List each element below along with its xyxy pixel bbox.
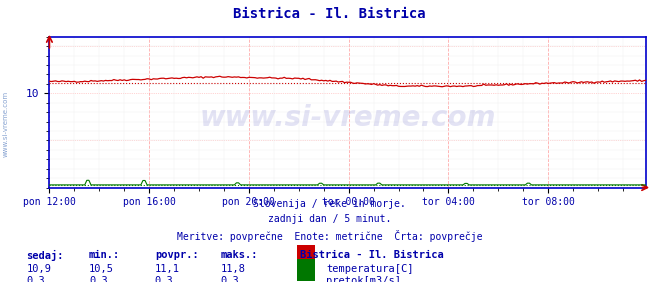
Text: www.si-vreme.com: www.si-vreme.com xyxy=(2,91,9,157)
Text: 0,3: 0,3 xyxy=(89,276,107,282)
Text: min.:: min.: xyxy=(89,250,120,259)
Text: temperatura[C]: temperatura[C] xyxy=(326,264,414,274)
Text: Bistrica - Il. Bistrica: Bistrica - Il. Bistrica xyxy=(300,250,444,259)
Text: Slovenija / reke in morje.: Slovenija / reke in morje. xyxy=(253,199,406,209)
Text: 0,3: 0,3 xyxy=(26,276,45,282)
Text: 0,3: 0,3 xyxy=(155,276,173,282)
Text: 0,3: 0,3 xyxy=(221,276,239,282)
Text: 11,1: 11,1 xyxy=(155,264,180,274)
Text: 11,8: 11,8 xyxy=(221,264,246,274)
Text: Meritve: povprečne  Enote: metrične  Črta: povprečje: Meritve: povprečne Enote: metrične Črta:… xyxy=(177,230,482,242)
Text: povpr.:: povpr.: xyxy=(155,250,198,259)
Text: 10,9: 10,9 xyxy=(26,264,51,274)
Text: zadnji dan / 5 minut.: zadnji dan / 5 minut. xyxy=(268,214,391,224)
Text: Bistrica - Il. Bistrica: Bistrica - Il. Bistrica xyxy=(233,7,426,21)
Text: maks.:: maks.: xyxy=(221,250,258,259)
Text: 10,5: 10,5 xyxy=(89,264,114,274)
Text: sedaj:: sedaj: xyxy=(26,250,64,261)
Text: pretok[m3/s]: pretok[m3/s] xyxy=(326,276,401,282)
Text: www.si-vreme.com: www.si-vreme.com xyxy=(200,104,496,132)
